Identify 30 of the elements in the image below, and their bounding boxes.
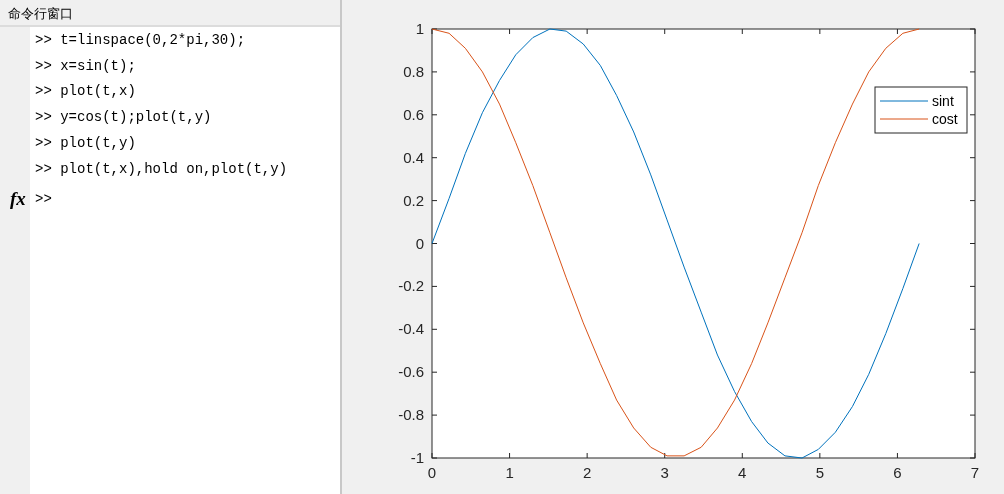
text: fx	[10, 188, 27, 209]
y-tick-label: 0.6	[403, 105, 424, 123]
x-tick-label: 4	[738, 464, 747, 481]
legend-label: cost	[932, 111, 958, 127]
text: >> plot(t,x)	[35, 83, 136, 100]
text: >> y=cos(t);plot(t,y)	[35, 109, 212, 126]
x-tick-label: 0	[427, 464, 437, 481]
y-tick-label: 0.8	[403, 62, 424, 80]
x-tick-label: 3	[660, 464, 669, 481]
text: >>	[35, 191, 52, 207]
x-tick-label: 2	[582, 464, 592, 481]
text: >> x=sin(t);	[35, 57, 136, 74]
text: >> plot(t,y)	[35, 134, 136, 151]
x-tick-label: 5	[815, 464, 825, 481]
legend-label: sint	[932, 93, 954, 109]
y-tick-label: -0.4	[398, 320, 424, 338]
x-tick-label: 1	[505, 464, 514, 481]
y-tick-label: -0.6	[398, 363, 424, 381]
text: >> plot(t,x),hold on,plot(t,y)	[35, 160, 288, 177]
y-tick-label: 1	[415, 20, 424, 37]
y-tick-label: -0.8	[398, 406, 424, 424]
y-tick-label: 0	[415, 234, 424, 252]
text: 命令行窗口	[8, 6, 73, 21]
y-tick-label: -0.2	[398, 277, 424, 295]
x-tick-label: 6	[893, 464, 902, 481]
y-tick-label: 0.2	[403, 191, 424, 209]
text: >> t=linspace(0,2*pi,30);	[35, 32, 246, 48]
y-tick-label: -1	[410, 449, 424, 466]
y-tick-label: 0.4	[403, 148, 424, 166]
x-tick-label: 7	[970, 464, 980, 481]
